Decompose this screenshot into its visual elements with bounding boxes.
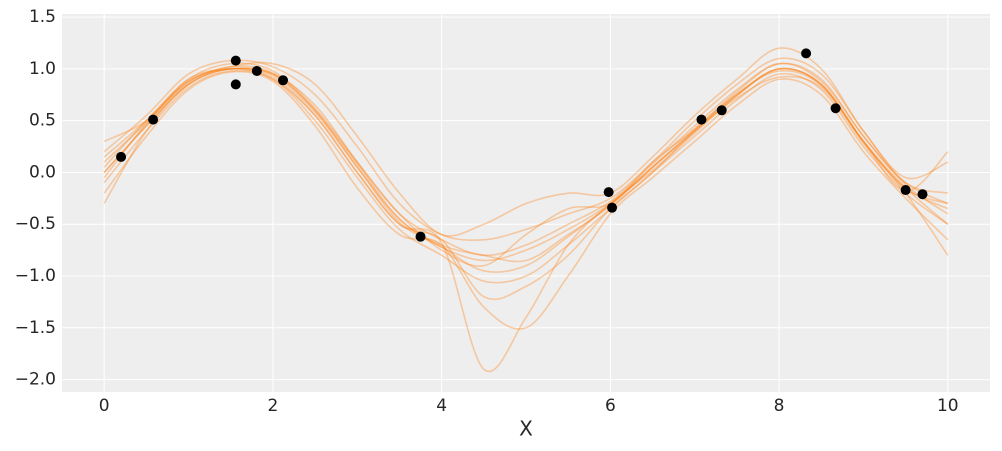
x-axis-label: X: [519, 417, 533, 441]
data-point: [917, 189, 928, 200]
data-point: [116, 151, 127, 162]
sample-line: [103, 69, 949, 284]
y-tick-label: −0.5: [15, 214, 56, 234]
sample-line: [103, 67, 949, 301]
y-tick-label: −1.0: [15, 266, 56, 286]
x-tick-label: 4: [436, 396, 447, 416]
sample-line: [103, 70, 949, 330]
data-point: [230, 79, 241, 90]
x-tick-label: 2: [267, 396, 278, 416]
y-tick-label: −1.5: [15, 318, 56, 338]
y-tick-label: 0.0: [29, 162, 56, 182]
data-point: [716, 105, 727, 116]
y-tick-label: −2.0: [15, 370, 56, 390]
data-point: [801, 48, 812, 59]
data-point: [278, 75, 289, 86]
data-point: [148, 114, 159, 125]
sample-line: [103, 65, 949, 263]
x-tick-label: 10: [937, 396, 959, 416]
sample-line: [103, 57, 949, 241]
data-point: [415, 231, 426, 242]
data-point: [696, 114, 707, 125]
x-tick-label: 8: [774, 396, 785, 416]
sample-line: [103, 62, 949, 257]
data-point: [251, 65, 262, 76]
plot-background: [62, 14, 990, 392]
y-tick-label: 1.0: [29, 59, 56, 79]
sample-line: [103, 67, 949, 273]
data-point: [900, 185, 911, 196]
data-point: [230, 55, 241, 66]
sample-line: [103, 67, 949, 262]
y-tick-label: 1.5: [29, 7, 56, 27]
data-point: [830, 103, 841, 114]
sample-line: [103, 62, 949, 267]
data-point: [603, 187, 614, 198]
sample-line: [103, 47, 949, 237]
x-tick-label: 0: [99, 396, 110, 416]
data-point: [607, 202, 618, 213]
y-tick-label: 0.5: [29, 111, 56, 131]
x-tick-label: 6: [605, 396, 616, 416]
